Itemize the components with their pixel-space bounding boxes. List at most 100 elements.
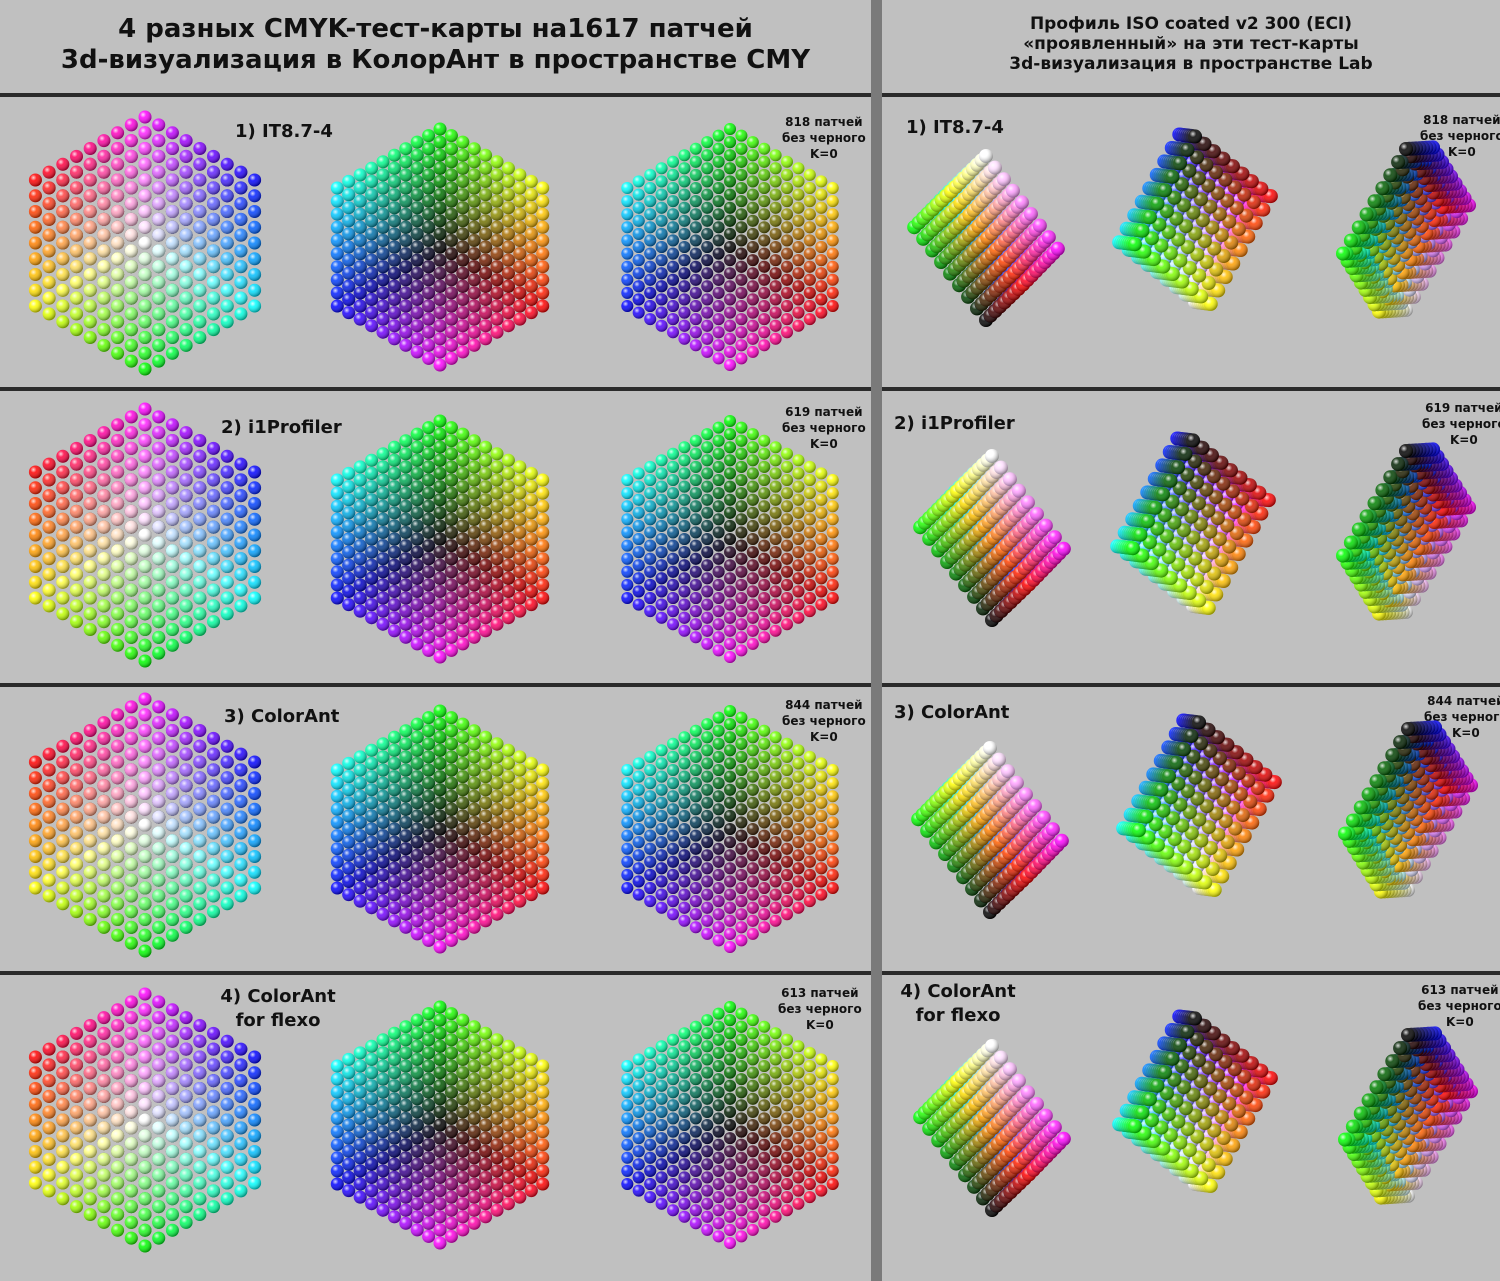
sphere-highlight [712, 234, 725, 247]
sphere-highlight [422, 168, 436, 182]
sphere-highlight [655, 201, 668, 214]
sphere-highlight [433, 122, 447, 136]
sphere-highlight [387, 214, 401, 228]
sphere-highlight [70, 165, 83, 179]
sphere-highlight [234, 473, 248, 487]
sphere-highlight [138, 434, 152, 447]
sphere-highlight [678, 201, 691, 214]
sphere-highlight [689, 300, 702, 312]
sphere-highlight [234, 552, 248, 566]
sphere-highlight [220, 512, 234, 526]
sphere-highlight [56, 299, 70, 313]
sphere-highlight [179, 489, 193, 503]
sphere-highlight [97, 599, 111, 613]
sphere-highlight [124, 149, 138, 163]
sphere-highlight [689, 247, 702, 260]
sphere-highlight [365, 227, 379, 241]
sphere-highlight [152, 118, 166, 132]
sphere-highlight [792, 293, 805, 306]
sphere-highlight [70, 149, 83, 163]
sphere-highlight [220, 575, 234, 589]
sphere-highlight [769, 280, 782, 293]
sphere-highlight [444, 155, 458, 169]
sphere-highlight [42, 212, 56, 226]
sphere-highlight [399, 273, 413, 287]
sphere-highlight [712, 208, 725, 221]
sphere-highlight [735, 313, 748, 326]
sphere-highlight [179, 457, 193, 471]
sphere-highlight [490, 233, 504, 247]
sphere-highlight [501, 214, 515, 228]
sphere-highlight [724, 136, 736, 149]
sphere-highlight [342, 466, 356, 480]
sphere-highlight [655, 267, 668, 280]
sphere-highlight [479, 214, 493, 228]
sphere-highlight [513, 312, 527, 326]
sphere-highlight [792, 280, 805, 293]
sphere-highlight [165, 173, 179, 187]
sphere-highlight [826, 260, 839, 273]
sphere-highlight [234, 260, 248, 274]
sphere-highlight [234, 520, 248, 534]
sphere-highlight [387, 253, 401, 267]
sphere-highlight [248, 220, 262, 234]
note-line3: K=0 [782, 146, 866, 162]
sphere-highlight [193, 331, 207, 344]
sphere-highlight [444, 260, 458, 274]
sphere-highlight [152, 244, 166, 258]
sphere-highlight [689, 208, 702, 221]
sphere-highlight [456, 188, 470, 202]
sphere-highlight [712, 273, 725, 286]
sphere-highlight [621, 195, 634, 208]
sphere-highlight [781, 182, 793, 194]
sphere-highlight [410, 345, 424, 359]
sphere-highlight [689, 260, 702, 273]
sphere-highlight [165, 205, 179, 218]
sphere-highlight [410, 174, 424, 188]
sphere-highlight [399, 299, 413, 313]
sphere-highlight [365, 319, 379, 333]
sphere-highlight [56, 575, 70, 589]
sphere-highlight [138, 497, 152, 510]
sphere-highlight [342, 266, 356, 280]
sphere-highlight [152, 165, 166, 179]
sphere-highlight [111, 544, 125, 558]
sphere-highlight [467, 260, 481, 274]
sphere-highlight [234, 536, 248, 550]
sphere-highlight [456, 292, 470, 306]
sphere-highlight [70, 520, 83, 534]
sphere-highlight [644, 221, 657, 234]
sphere-highlight [456, 332, 470, 346]
sphere-highlight [179, 426, 193, 440]
sphere-highlight [179, 165, 193, 179]
note-line3: K=0 [782, 436, 866, 452]
sphere-highlight [803, 313, 816, 326]
sphere-highlight [165, 638, 179, 652]
sphere-highlight [387, 332, 401, 346]
sphere-highlight [444, 286, 458, 300]
sphere-highlight [513, 247, 527, 261]
sphere-highlight [724, 241, 736, 253]
sphere-highlight [781, 221, 793, 234]
sphere-highlight [165, 434, 179, 447]
sphere-highlight [399, 325, 413, 339]
sphere-highlight [70, 489, 83, 503]
sphere-highlight [124, 426, 138, 440]
sphere-highlight [28, 205, 42, 218]
sphere-highlight [56, 512, 70, 526]
sphere-highlight [410, 253, 424, 267]
sphere-highlight [138, 252, 152, 266]
sphere-highlight [56, 236, 70, 250]
sphere-highlight [815, 227, 828, 240]
sphere-highlight [524, 306, 538, 320]
sphere-highlight [655, 188, 668, 201]
sphere-highlight [193, 157, 207, 171]
sphere-highlight [193, 449, 207, 463]
sphere-highlight [70, 291, 83, 305]
sphere-highlight [152, 536, 166, 550]
sphere-highlight [56, 449, 70, 463]
sphere-highlight [422, 142, 436, 156]
sphere-highlight [490, 312, 504, 326]
sphere-highlight [376, 233, 390, 247]
sphere-highlight [56, 544, 70, 558]
